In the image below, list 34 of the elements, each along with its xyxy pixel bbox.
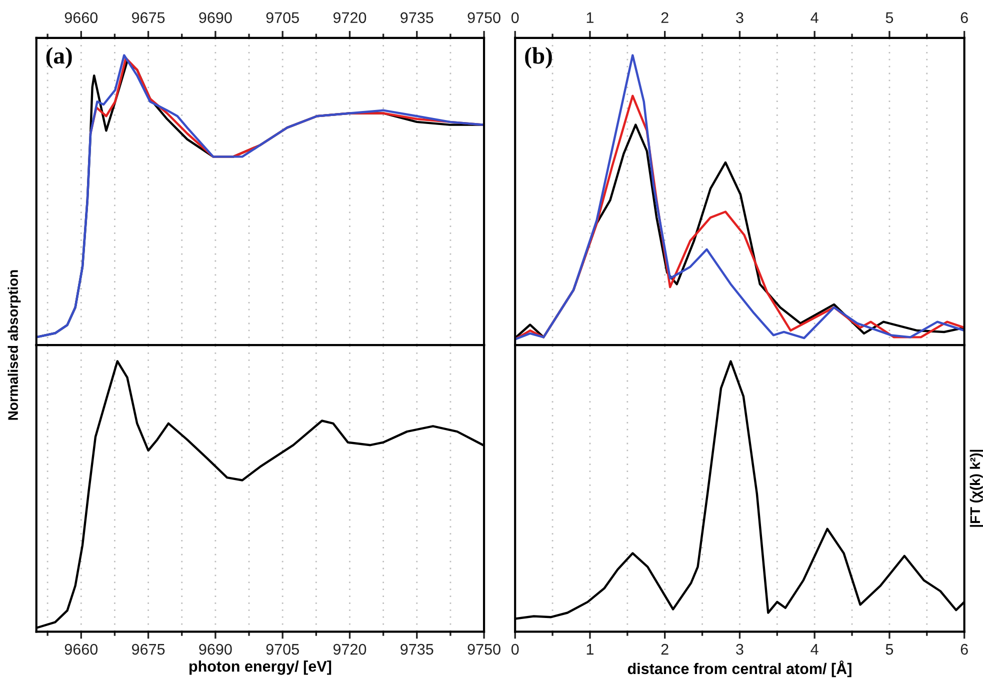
- x-tick-label: 9720: [333, 644, 366, 655]
- x-tick-label: 2: [661, 12, 668, 23]
- annotation: (b): [525, 47, 552, 69]
- x-tick-label: 4: [810, 12, 818, 23]
- x-tick-label: 0: [511, 644, 519, 655]
- x-tick-label: 9750: [468, 12, 500, 24]
- y-axis-title: |FT (χ(k) k²)|: [970, 450, 983, 527]
- x-tick-label: 9690: [199, 12, 232, 24]
- x-tick-label: 2: [661, 644, 668, 655]
- x-tick-label: 0: [511, 12, 519, 24]
- x-tick-label: 9735: [400, 644, 434, 655]
- x-tick-label: 9675: [132, 644, 165, 655]
- x-tick-label: 9735: [400, 12, 434, 24]
- x-tick-label: 3: [736, 644, 744, 655]
- x-tick-label: 6: [960, 12, 968, 24]
- x-tick-label: 9750: [468, 644, 500, 655]
- x-tick-label: 1: [586, 644, 594, 655]
- x-tick-label: 9705: [266, 12, 299, 24]
- x-tick-label: 5: [886, 644, 894, 655]
- x-tick-label: 9720: [333, 12, 366, 24]
- x-tick-label: 1: [586, 12, 594, 23]
- x-tick-label: 3: [736, 12, 744, 24]
- annotation: (a): [46, 47, 72, 69]
- y-axis-title: Normalised absorption: [8, 270, 21, 420]
- x-tick-label: 9675: [132, 12, 165, 24]
- x-tick-label: 6: [960, 644, 968, 655]
- x-tick-label: 9705: [266, 644, 299, 655]
- x-tick-label: 9690: [199, 644, 232, 655]
- x-axis-title: distance from central atom/ [Å]: [628, 660, 852, 678]
- x-tick-label: 5: [886, 12, 894, 24]
- x-axis-title: photon energy/ [eV]: [189, 660, 332, 675]
- x-tick-label: 9660: [64, 12, 98, 24]
- x-tick-label: 9660: [64, 644, 98, 655]
- x-tick-label: 4: [810, 644, 818, 655]
